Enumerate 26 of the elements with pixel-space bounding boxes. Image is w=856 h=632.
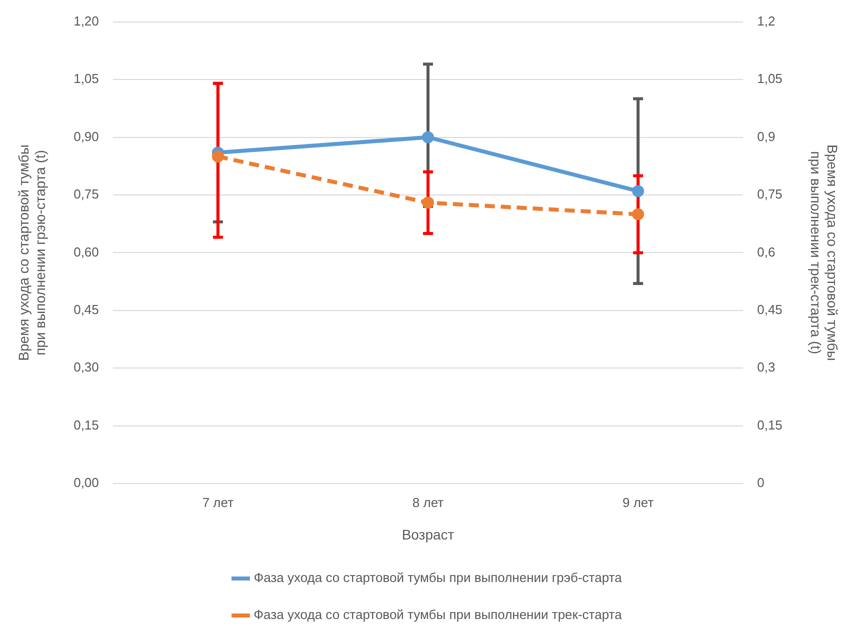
y-tick-label: 0,45 [74,302,99,318]
y2-tick-label: 0,3 [757,360,776,375]
y-tick-label: 0,15 [74,417,99,432]
y2-axis-title: Время ухода со стартовой тумбы при выполнении трек-старта (t) [808,144,841,361]
legend-label: Фаза ухода со стартовой тумбы при выполнении трек-старта [254,607,623,622]
y2-tick-label: 0,6 [757,244,776,260]
y-axis-title: Время ухода со стартовой тумбы при выполнении грэю-старта (t) [15,144,48,361]
x-tick-label: 9 лет [622,494,654,510]
x-tick-label: 7 лет [202,494,234,510]
y2-tick-label: 0 [757,475,764,490]
y-tick-label: 1,20 [74,13,99,28]
x-tick-label: 8 лет [412,494,444,510]
y2-tick-label: 0,45 [757,302,782,318]
y2-tick-label: 1,05 [757,71,782,86]
x-axis-title: Возраст [402,526,455,542]
y-tick-label: 0,30 [74,360,99,375]
y2-tick-label: 0,15 [757,417,782,432]
y-tick-label: 1,05 [74,71,99,86]
y-tick-label: 0,90 [74,128,99,144]
y2-tick-label: 0,9 [757,128,776,144]
y2-tick-label: 0,75 [757,186,782,202]
legend-label: Фаза ухода со стартовой тумбы при выполнении грэб-старта [254,570,623,586]
y-tick-label: 0,75 [74,186,99,202]
y-tick-label: 0,00 [74,475,99,490]
y-tick-label: 0,60 [74,244,99,260]
y2-tick-label: 1,2 [757,13,776,28]
